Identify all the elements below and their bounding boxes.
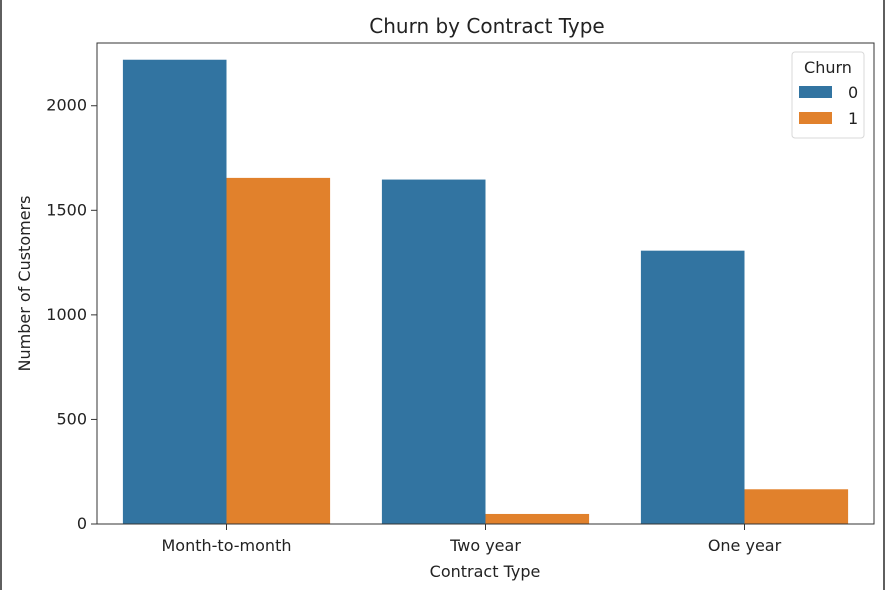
y-tick-label: 1500 [46,200,87,219]
x-tick-label: Month-to-month [162,536,292,555]
y-axis-label: Number of Customers [15,196,34,372]
y-tick-label: 0 [77,514,87,533]
bar-one-year-churn-0 [640,250,745,525]
x-tick-label: One year [708,536,782,555]
legend: Churn 0 1 [791,51,865,139]
plot-area [96,42,875,525]
bars-layer [122,59,849,525]
y-tick-label: 2000 [46,96,87,115]
bar-month-to-month-churn-1 [226,177,331,524]
y-axis: 0 500 1000 1500 2000 [46,96,97,533]
x-axis-label: Contract Type [430,562,541,581]
bar-two-year-churn-0 [381,179,486,524]
legend-label-0: 0 [848,83,858,102]
legend-swatch-1 [799,112,832,124]
bar-two-year-churn-1 [485,513,590,524]
y-tick-label: 1000 [46,305,87,324]
bar-month-to-month-churn-0 [122,59,227,524]
legend-label-1: 1 [848,109,858,128]
legend-swatch-0 [799,86,832,98]
chart-title: Churn by Contract Type [369,14,604,38]
x-axis: Month-to-month Two year One year [162,524,782,555]
y-tick-label: 500 [56,409,87,428]
bar-one-year-churn-1 [744,489,849,524]
legend-title: Churn [804,58,852,77]
x-tick-label: Two year [449,536,521,555]
